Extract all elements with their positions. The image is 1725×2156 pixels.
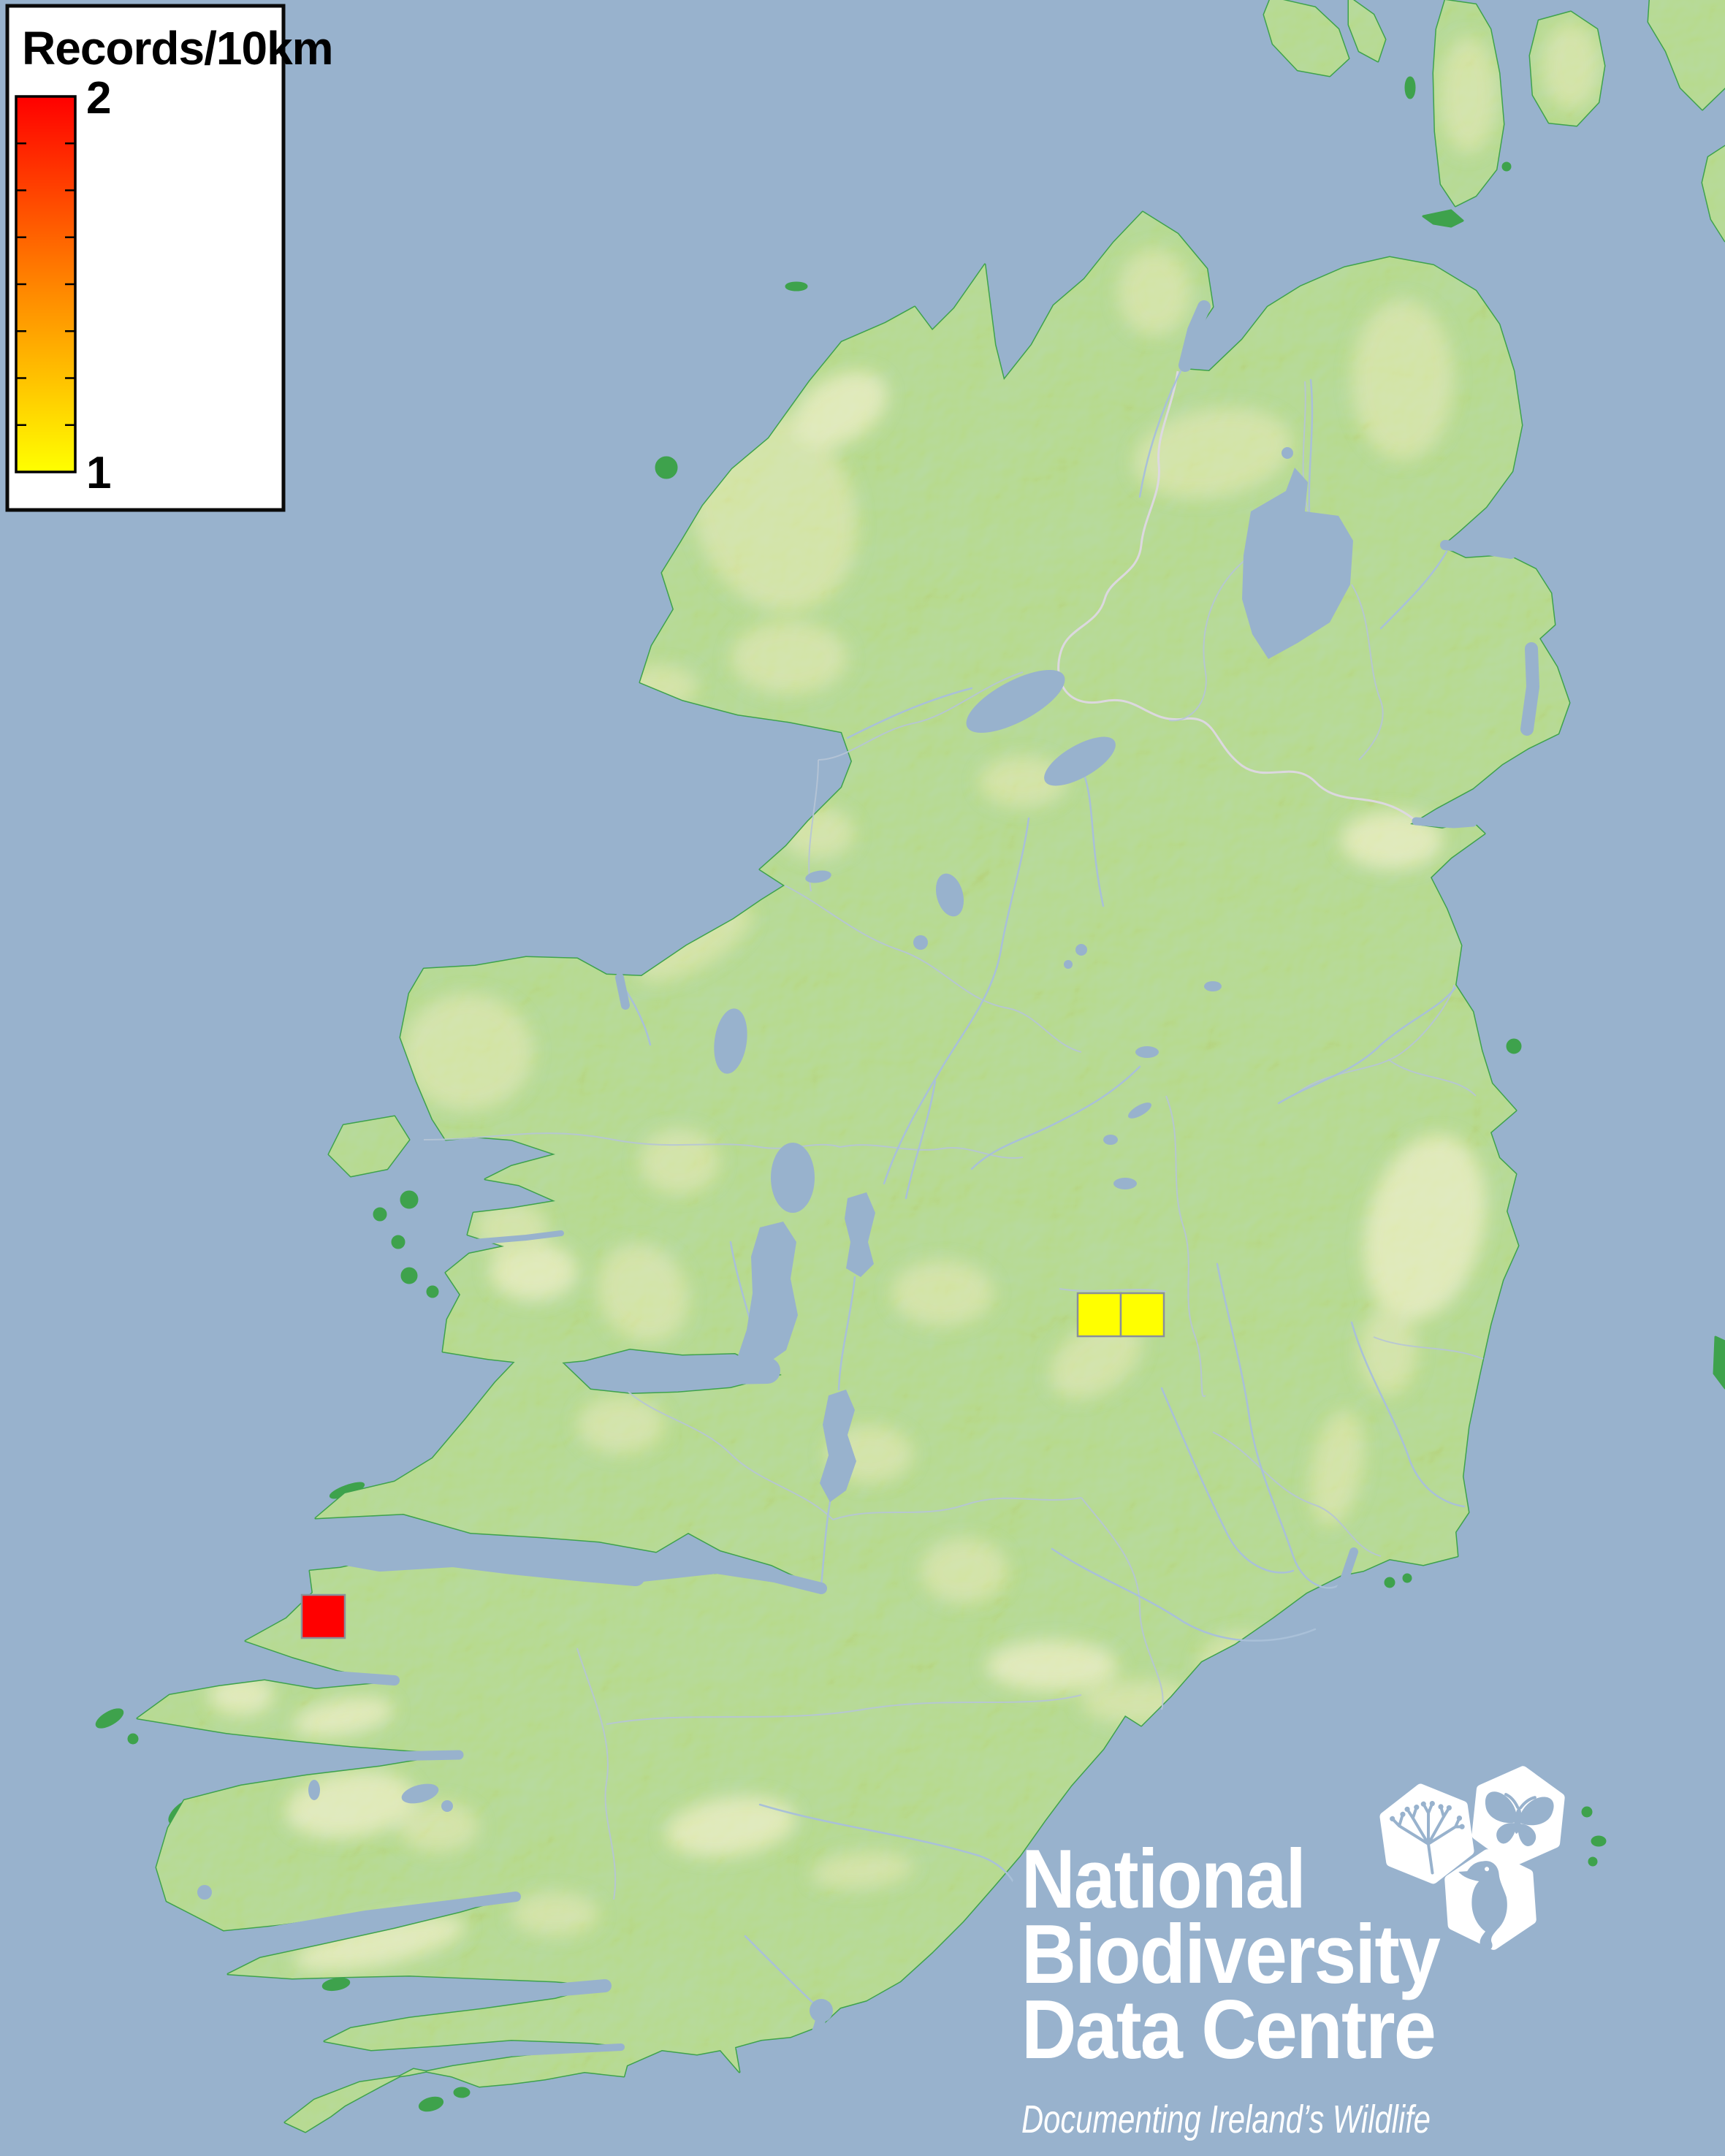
record-cell-10km xyxy=(302,1595,345,1638)
record-cell-10km xyxy=(1121,1293,1164,1336)
legend: Records/10km 2 1 xyxy=(7,6,333,510)
legend-title: Records/10km xyxy=(22,22,333,75)
biodiversity-distribution-map: Records/10km 2 1 National Biodiversity D… xyxy=(0,0,1725,2156)
logo-line-3: Data Centre xyxy=(1021,1984,1435,2076)
record-cell-10km xyxy=(1078,1293,1121,1336)
legend-min-label: 1 xyxy=(86,448,111,498)
logo-tagline: Documenting Ireland’s Wildlife xyxy=(1021,2098,1431,2141)
legend-max-label: 2 xyxy=(86,73,111,123)
